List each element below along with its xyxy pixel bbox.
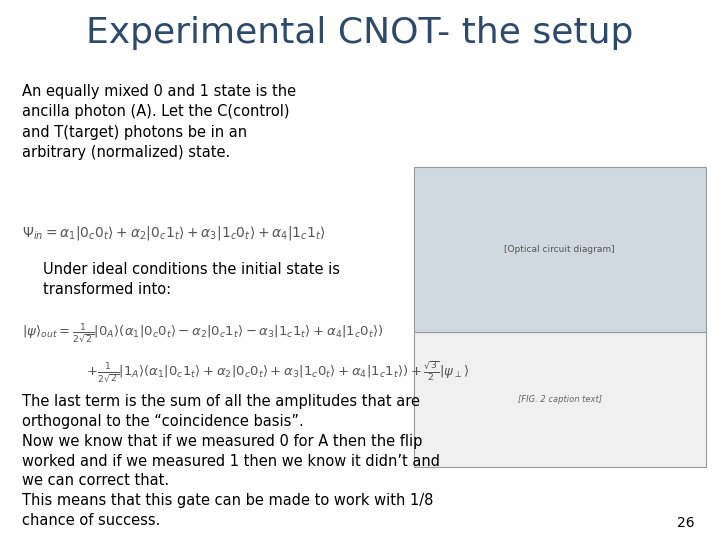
Bar <box>414 167 706 332</box>
Text: 26: 26 <box>678 516 695 530</box>
Text: An equally mixed 0 and 1 state is the
ancilla photon (A). Let the C(control)
and: An equally mixed 0 and 1 state is the an… <box>22 84 296 160</box>
Text: [FIG. 2 caption text]: [FIG. 2 caption text] <box>518 395 602 404</box>
Text: $+ \frac{1}{2\sqrt{2}}|1_A\rangle(\alpha_1|0_c 1_t\rangle + \alpha_2|0_c 0_t\ran: $+ \frac{1}{2\sqrt{2}}|1_A\rangle(\alpha… <box>86 359 469 384</box>
Text: Experimental CNOT- the setup: Experimental CNOT- the setup <box>86 16 634 50</box>
Text: $\Psi_{in} = \alpha_1|0_c 0_t\rangle + \alpha_2|0_c 1_t\rangle + \alpha_3|1_c 0_: $\Psi_{in} = \alpha_1|0_c 0_t\rangle + \… <box>22 224 325 242</box>
Text: $|\psi\rangle_{out} = \frac{1}{2\sqrt{2}}|0_A\rangle(\alpha_1|0_c 0_t\rangle - \: $|\psi\rangle_{out} = \frac{1}{2\sqrt{2}… <box>22 321 383 345</box>
Bar <box>414 167 706 467</box>
Text: Under ideal conditions the initial state is
transformed into:: Under ideal conditions the initial state… <box>43 262 340 298</box>
Text: The last term is the sum of all the amplitudes that are
orthogonal to the “coinc: The last term is the sum of all the ampl… <box>22 394 440 528</box>
Bar <box>414 332 706 467</box>
Text: [Optical circuit diagram]: [Optical circuit diagram] <box>505 245 615 254</box>
